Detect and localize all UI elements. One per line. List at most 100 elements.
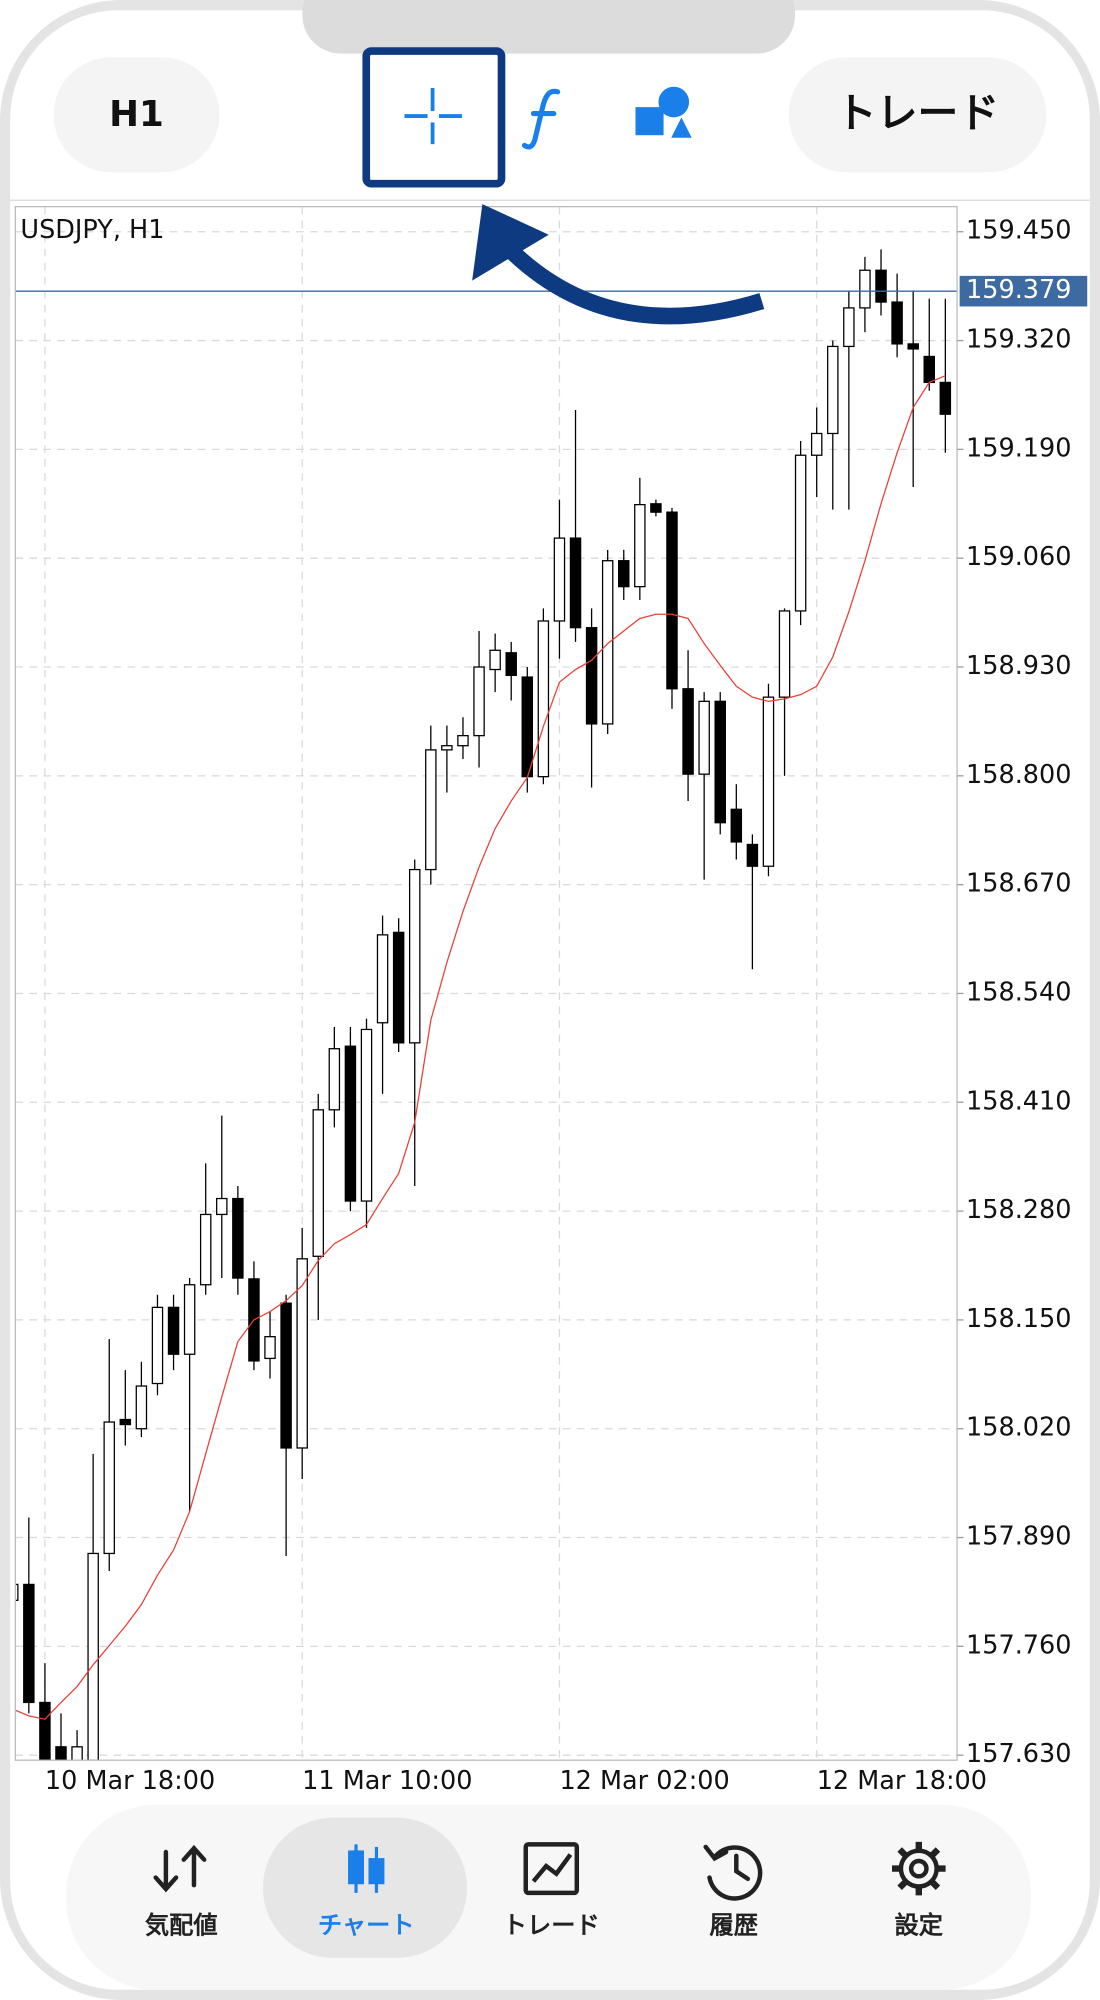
candle-body — [23, 1583, 35, 1704]
y-tick-label: 157.890 — [966, 1522, 1071, 1552]
y-tick-label: 159.320 — [966, 325, 1071, 355]
trade-button-label: トレード — [836, 89, 999, 137]
candle-body — [698, 700, 710, 775]
candle-body — [553, 537, 566, 622]
candle-body — [810, 432, 823, 456]
y-tick-label: 157.760 — [966, 1630, 1071, 1660]
nav-labels: 気配値 チャート トレード 履歴 設定 — [145, 1911, 944, 1940]
nav-label[interactable]: チャート — [318, 1911, 415, 1940]
candle-body — [392, 931, 405, 1044]
candle-body — [634, 503, 646, 588]
nav-label[interactable]: 設定 — [895, 1911, 944, 1940]
candle-body — [730, 808, 743, 843]
plot: 159.450 159.320 159.190 159.060 158.930 158.8… — [15, 206, 1088, 1796]
candle-body — [585, 627, 598, 725]
candle-body — [827, 345, 839, 435]
nav-label[interactable]: 気配値 — [145, 1911, 218, 1940]
settings-icon — [891, 1841, 946, 1896]
bottom-nav — [66, 1804, 1032, 1990]
candle-body — [907, 343, 919, 350]
nav-label[interactable]: 履歴 — [710, 1911, 758, 1940]
candle-body — [505, 652, 517, 677]
candle-body — [441, 745, 453, 751]
candle-body — [489, 649, 501, 671]
x-tick-label: 12 Mar 02:00 — [559, 1766, 729, 1796]
candle-body — [875, 269, 887, 303]
candle-body — [312, 1109, 325, 1257]
candle-body — [891, 301, 903, 345]
annotation-arrow — [472, 204, 765, 325]
history-icon — [703, 1844, 763, 1901]
trade-icon — [523, 1842, 580, 1896]
current-price-label: 159.379 — [966, 275, 1071, 305]
candle-body — [778, 610, 791, 698]
y-tick-label: 159.190 — [966, 433, 1071, 463]
y-tick-label: 158.670 — [966, 869, 1071, 899]
nav-active-pill — [262, 1817, 468, 1958]
moving-average-line — [15, 375, 946, 1720]
candle-body — [457, 735, 469, 747]
candle-body — [521, 676, 534, 778]
candle-body — [119, 1418, 132, 1426]
candle-body — [714, 700, 726, 824]
candle-body — [216, 1197, 228, 1216]
candle-body — [425, 749, 437, 871]
y-tick-label: 158.930 — [966, 651, 1071, 681]
candle-body — [360, 1028, 373, 1202]
screen-bg — [10, 10, 1090, 1990]
notch — [302, 0, 796, 54]
candle-body — [199, 1213, 212, 1286]
y-tick-label: 158.540 — [966, 977, 1071, 1007]
x-tick-label: 12 Mar 18:00 — [817, 1766, 987, 1796]
candle-body — [618, 560, 630, 588]
candle-body — [15, 1583, 19, 1601]
candle-body — [601, 560, 614, 725]
candle-body — [650, 503, 662, 513]
quotes-icon — [153, 1844, 207, 1893]
timeframe-button[interactable] — [53, 57, 220, 173]
candle-body — [167, 1306, 180, 1355]
candle-body — [232, 1197, 244, 1279]
candle-body — [344, 1045, 357, 1202]
candle-body — [746, 843, 759, 867]
candle-body — [135, 1385, 148, 1430]
candle-body — [280, 1302, 292, 1449]
nav-label[interactable]: トレード — [503, 1911, 600, 1940]
candle-body — [762, 696, 775, 867]
trade-button[interactable] — [788, 57, 1047, 173]
candle-body — [71, 1746, 83, 1761]
plot-clip — [15, 206, 958, 1761]
x-tick-label: 11 Mar 10:00 — [302, 1766, 472, 1796]
y-tick-label: 158.020 — [966, 1413, 1071, 1443]
chart-title: USDJPY, H1 — [20, 215, 164, 245]
candle-body — [666, 511, 678, 690]
candle-body — [264, 1336, 276, 1360]
candle-body — [296, 1258, 308, 1449]
crosshair-button[interactable] — [404, 88, 462, 145]
candle-body — [328, 1048, 341, 1111]
candle-body — [569, 537, 582, 629]
candle-body — [682, 688, 694, 775]
candle-body — [55, 1746, 67, 1761]
candle-body — [39, 1701, 51, 1761]
y-tick-label: 159.060 — [966, 542, 1071, 572]
indicator-button[interactable] — [521, 88, 561, 150]
y-tick-label: 158.800 — [966, 760, 1071, 790]
candle-body — [923, 355, 936, 384]
candle-body — [87, 1552, 99, 1761]
current-price-tag — [959, 275, 1088, 307]
candle-body — [537, 620, 550, 778]
y-tick-label: 158.410 — [966, 1086, 1071, 1116]
candle-body — [843, 307, 855, 348]
objects-button[interactable] — [635, 86, 692, 138]
timeframe-label: H1 — [109, 94, 164, 135]
y-tick-label: 158.150 — [966, 1304, 1071, 1334]
candle-body — [376, 934, 389, 1024]
y-tick-label: 157.630 — [966, 1739, 1071, 1769]
candle-body — [939, 381, 952, 415]
candle-body — [408, 868, 421, 1044]
candle-body — [794, 454, 807, 612]
highlight-box — [362, 47, 506, 188]
y-tick-label: 158.280 — [966, 1195, 1071, 1225]
